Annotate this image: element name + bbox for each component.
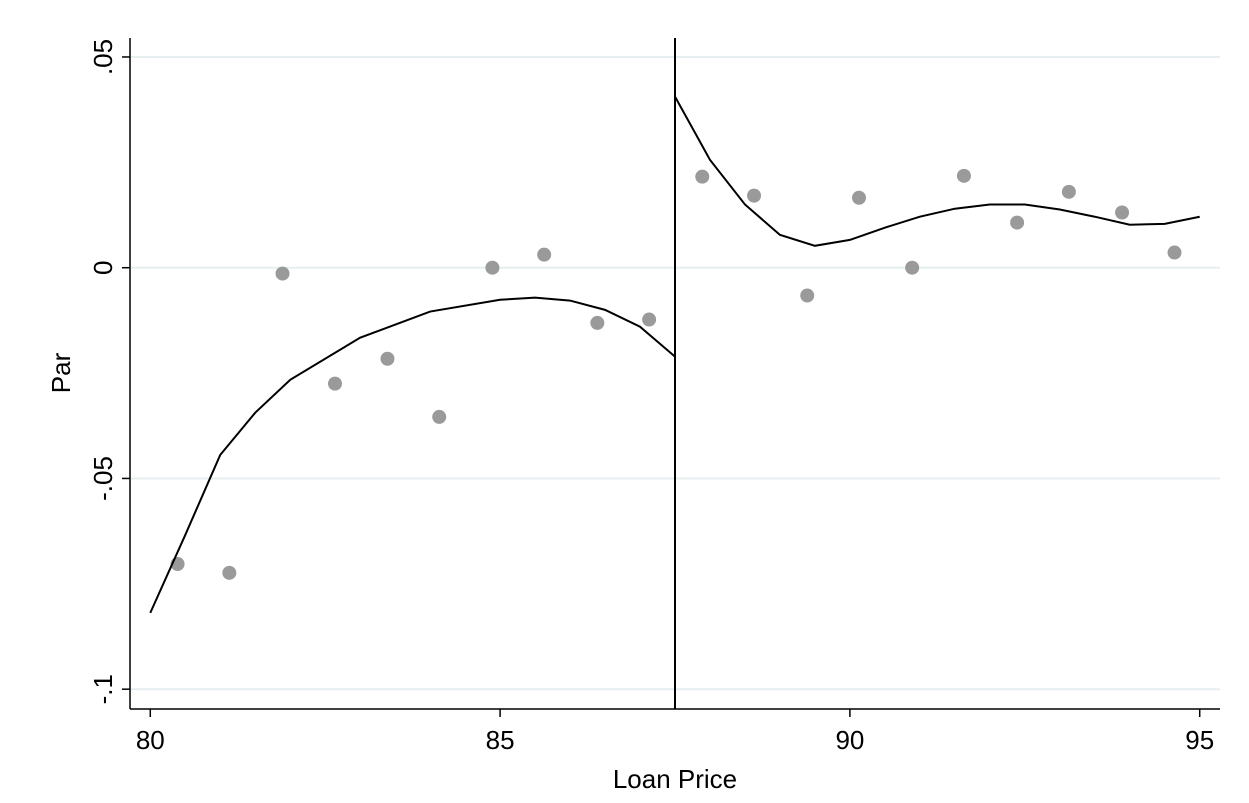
point bbox=[695, 169, 710, 184]
point bbox=[537, 247, 552, 262]
point bbox=[800, 288, 815, 303]
point bbox=[222, 565, 237, 580]
point bbox=[1010, 215, 1025, 230]
x-tick-label: 95 bbox=[1185, 725, 1214, 755]
y-tick-label: -.1 bbox=[88, 674, 118, 704]
point bbox=[380, 351, 395, 366]
point bbox=[851, 190, 866, 205]
y-tick-label: -.05 bbox=[88, 456, 118, 501]
point bbox=[590, 315, 605, 330]
point bbox=[275, 266, 290, 281]
point bbox=[327, 376, 342, 391]
y-tick-label: .05 bbox=[88, 39, 118, 75]
x-tick-label: 90 bbox=[835, 725, 864, 755]
point bbox=[1115, 205, 1130, 220]
x-tick-label: 85 bbox=[486, 725, 515, 755]
point bbox=[485, 260, 500, 275]
fit-line bbox=[149, 296, 676, 614]
point bbox=[1061, 184, 1076, 199]
point bbox=[642, 312, 657, 327]
x-axis-label: Loan Price bbox=[613, 764, 737, 794]
point bbox=[432, 409, 447, 424]
point bbox=[747, 188, 762, 203]
y-axis-label: Par bbox=[46, 352, 76, 393]
x-tick-label: 80 bbox=[136, 725, 165, 755]
y-tick-label: 0 bbox=[88, 260, 118, 274]
point bbox=[956, 168, 971, 183]
point bbox=[905, 260, 920, 275]
fit-line bbox=[674, 96, 1200, 247]
point bbox=[1167, 245, 1182, 260]
